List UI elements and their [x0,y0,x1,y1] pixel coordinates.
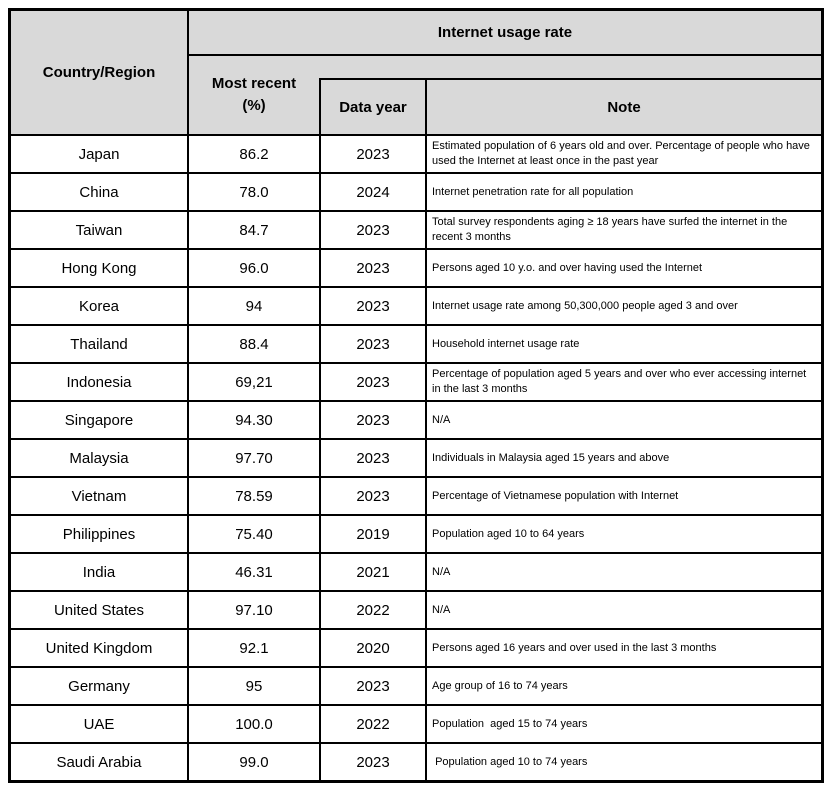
header-most-recent-label: Most recent (%) [211,75,297,114]
country-cell: Hong Kong [11,250,189,286]
table-row: United States 97.10 2022 N/A [11,590,821,628]
table-row: Hong Kong 96.0 2023 Persons aged 10 y.o.… [11,248,821,286]
most-recent-cell: 94.30 [189,402,321,438]
data-year-cell: 2021 [321,554,427,590]
data-year-cell: 2023 [321,364,427,400]
table-row: Thailand 88.4 2023 Household internet us… [11,324,821,362]
note-cell: Population aged 10 to 74 years [432,755,588,768]
note-cell: Persons aged 10 y.o. and over having use… [432,261,703,274]
note-cell: N/A [432,413,451,426]
note-cell: Estimated population of 6 years old and … [432,140,813,167]
data-year-cell: 2023 [321,212,427,248]
table-row: Vietnam 78.59 2023 Percentage of Vietnam… [11,476,821,514]
data-year-cell: 2023 [321,402,427,438]
country-cell: UAE [11,706,189,742]
most-recent-cell: 100.0 [189,706,321,742]
header-note-label: Note [607,98,641,116]
table-row: Indonesia 69,21 2023 Percentage of popul… [11,362,821,400]
note-cell: Age group of 16 to 74 years [432,679,568,692]
data-year-cell: 2023 [321,440,427,476]
country-cell: Taiwan [11,212,189,248]
data-year-cell: 2023 [321,136,427,172]
most-recent-cell: 95 [189,668,321,704]
header-sub-row: Most recent (%) Data year Note [189,56,821,134]
data-year-cell: 2023 [321,250,427,286]
table-body: Japan 86.2 2023 Estimated population of … [11,136,821,780]
most-recent-cell: 97.10 [189,592,321,628]
note-cell: Percentage of Vietnamese population with… [432,489,679,502]
most-recent-cell: 78.0 [189,174,321,210]
note-cell: Population aged 15 to 74 years [432,717,588,730]
header-box-row: Data year Note [319,78,821,134]
note-cell: N/A [432,565,451,578]
table-row: Japan 86.2 2023 Estimated population of … [11,136,821,172]
data-year-cell: 2024 [321,174,427,210]
data-year-cell: 2023 [321,326,427,362]
table-row: United Kingdom 92.1 2020 Persons aged 16… [11,628,821,666]
note-cell: Population aged 10 to 64 years [432,527,585,540]
most-recent-cell: 46.31 [189,554,321,590]
most-recent-cell: 69,21 [189,364,321,400]
most-recent-cell: 96.0 [189,250,321,286]
most-recent-cell: 99.0 [189,744,321,780]
data-year-cell: 2023 [321,744,427,780]
most-recent-cell: 92.1 [189,630,321,666]
header-spacer-strip [319,56,821,78]
data-year-cell: 2019 [321,516,427,552]
header-country-region-label: Country/Region [11,11,189,134]
country-cell: Japan [11,136,189,172]
data-year-cell: 2023 [321,288,427,324]
table-row: Saudi Arabia 99.0 2023 Population aged 1… [11,742,821,780]
country-cell: Indonesia [11,364,189,400]
table-row: UAE 100.0 2022 Population aged 15 to 74 … [11,704,821,742]
header-data-year-label: Data year [321,80,427,134]
data-year-cell: 2022 [321,592,427,628]
table-row: Korea 94 2023 Internet usage rate among … [11,286,821,324]
data-year-cell: 2022 [321,706,427,742]
most-recent-cell: 97.70 [189,440,321,476]
country-cell: China [11,174,189,210]
table-row: India 46.31 2021 N/A [11,552,821,590]
most-recent-cell: 78.59 [189,478,321,514]
most-recent-cell: 94 [189,288,321,324]
header-right-group: Internet usage rate Most recent (%) Data… [189,11,821,134]
note-cell: Persons aged 16 years and over used in t… [432,641,717,654]
note-cell: Internet usage rate among 50,300,000 peo… [432,299,738,312]
country-cell: United States [11,592,189,628]
country-cell: Korea [11,288,189,324]
table-row: Philippines 75.40 2019 Population aged 1… [11,514,821,552]
table-row: Singapore 94.30 2023 N/A [11,400,821,438]
country-cell: India [11,554,189,590]
note-cell: Household internet usage rate [432,337,580,350]
country-cell: Singapore [11,402,189,438]
note-cell: Percentage of population aged 5 years an… [432,368,810,395]
most-recent-cell: 86.2 [189,136,321,172]
country-cell: Thailand [11,326,189,362]
table-row: Germany 95 2023 Age group of 16 to 74 ye… [11,666,821,704]
note-cell: Internet penetration rate for all popula… [432,185,634,198]
note-cell: Individuals in Malaysia aged 15 years an… [432,451,670,464]
table-header: Country/Region Internet usage rate Most … [11,11,821,136]
most-recent-cell: 84.7 [189,212,321,248]
data-year-cell: 2020 [321,630,427,666]
country-cell: Malaysia [11,440,189,476]
note-cell: N/A [432,603,451,616]
data-year-cell: 2023 [321,478,427,514]
country-cell: United Kingdom [11,630,189,666]
country-cell: Philippines [11,516,189,552]
data-year-cell: 2023 [321,668,427,704]
header-group-title: Internet usage rate [189,11,821,56]
table-row: Malaysia 97.70 2023 Individuals in Malay… [11,438,821,476]
table-row: China 78.0 2024 Internet penetration rat… [11,172,821,210]
country-cell: Vietnam [11,478,189,514]
country-cell: Saudi Arabia [11,744,189,780]
most-recent-cell: 75.40 [189,516,321,552]
table-row: Taiwan 84.7 2023 Total survey respondent… [11,210,821,248]
most-recent-cell: 88.4 [189,326,321,362]
note-cell: Total survey respondents aging ≥ 18 year… [432,216,791,243]
internet-usage-table: Country/Region Internet usage rate Most … [8,8,824,783]
header-boxes: Data year Note [319,56,821,134]
country-cell: Germany [11,668,189,704]
